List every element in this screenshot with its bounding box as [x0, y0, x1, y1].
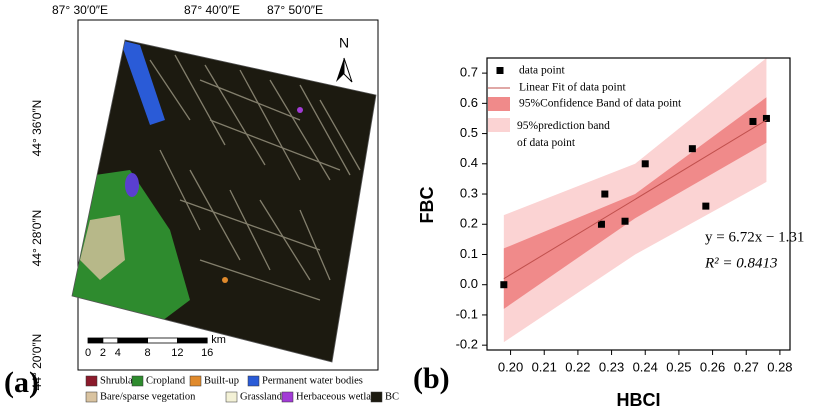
- map-legend-label: Shrubland: [100, 375, 144, 386]
- annotation: R² = 0.8413: [704, 255, 778, 271]
- map-legend-label: Built-up: [204, 375, 239, 386]
- chart-panel: (b) 0.20 0.21 0.22 0.23 0.24 0.25 0.26 0.27 0.28 -…: [413, 57, 804, 410]
- scale-label: 0: [85, 347, 91, 359]
- legend-label: Linear Fit of data point: [519, 82, 626, 94]
- map-legend-label: Grassland: [240, 391, 283, 402]
- plot-frame: [486, 57, 791, 351]
- lon-label: 87° 30′0″E: [52, 3, 108, 17]
- scale-label: 4: [115, 347, 121, 359]
- lon-label: 87° 50′0″E: [267, 3, 323, 17]
- panel-label: (b): [413, 362, 450, 395]
- data-point: [749, 117, 757, 125]
- y-tick-label: -0.1: [456, 306, 478, 321]
- annotation: y = 6.72x − 1.31: [705, 229, 804, 245]
- scale-label: 16: [201, 347, 213, 359]
- scale-label: 12: [171, 347, 183, 359]
- data-point: [597, 220, 605, 228]
- fit-line: [503, 119, 767, 280]
- map-image: [72, 40, 376, 362]
- map-legend-swatch: [370, 391, 383, 403]
- data-point: [688, 145, 696, 153]
- scale-label: 8: [145, 347, 151, 359]
- data-point: [702, 202, 710, 210]
- map-legend-swatch: [131, 375, 144, 387]
- band: [503, 97, 767, 309]
- x-tick-label: 0.22: [565, 359, 590, 374]
- map-legend-swatch: [247, 375, 260, 387]
- x-tick-label: 0.23: [599, 359, 624, 374]
- map-legend-swatch: [189, 375, 202, 387]
- y-tick-label: 0.3: [460, 185, 478, 200]
- map-legend-label: BC: [385, 391, 399, 402]
- map-legend-label: Herbaceous wetland: [296, 391, 382, 402]
- data-point: [762, 114, 770, 122]
- y-tick-label: -0.2: [456, 337, 478, 352]
- y-tick-label: 0.4: [460, 155, 478, 170]
- y-axis-label: FBC: [417, 187, 437, 224]
- map-legend-swatch: [85, 375, 98, 387]
- legend-label: 95%Confidence Band of data point: [519, 98, 682, 110]
- north-arrow: [336, 57, 353, 83]
- x-tick-label: 0.21: [532, 359, 557, 374]
- map-legend-swatch: [281, 391, 294, 403]
- legend-swatch: [488, 118, 510, 132]
- map-legend-label: Permanent water bodies: [262, 375, 363, 386]
- legend-label: 95%prediction band of data point: [517, 120, 610, 149]
- scale-segment: [117, 337, 149, 344]
- y-tick-label: 0.7: [460, 65, 478, 80]
- x-tick-label: 0.24: [633, 359, 658, 374]
- scale-segment: [102, 337, 119, 344]
- scale-label: 2: [100, 347, 106, 359]
- scale-segment: [87, 337, 104, 344]
- y-tick-label: 0.2: [460, 216, 478, 231]
- legend-label: data point: [519, 65, 565, 77]
- legend-label-box: 95%prediction band of data point: [517, 120, 610, 149]
- scale-segment: [176, 337, 208, 344]
- legend-marker: [496, 67, 504, 74]
- scale-unit: km: [211, 334, 226, 346]
- lat-label: 44° 28′0″N: [30, 210, 44, 267]
- scale-segment: [147, 337, 178, 344]
- x-axis-label: HBCI: [617, 390, 661, 410]
- x-tick-label: 0.28: [767, 359, 792, 374]
- map-legend-swatch: [85, 391, 98, 403]
- data-point: [641, 160, 649, 168]
- x-tick-label: 0.20: [498, 359, 523, 374]
- data-point: [621, 217, 629, 225]
- lon-label: 87° 40′0″E: [184, 3, 240, 17]
- data-point: [500, 281, 508, 289]
- y-tick-label: 0.0: [460, 276, 478, 291]
- north-label: N: [339, 35, 349, 51]
- map-legend-label: Cropland: [146, 375, 186, 386]
- y-tick-label: 0.5: [460, 125, 478, 140]
- y-tick-label: 0.6: [460, 95, 478, 110]
- panel-label: (a): [4, 366, 39, 399]
- map-legend-swatch: [225, 391, 238, 403]
- legend-swatch: [488, 97, 510, 111]
- data-point: [601, 190, 609, 198]
- y-tick-label: 0.1: [460, 246, 478, 261]
- x-tick-label: 0.25: [666, 359, 691, 374]
- x-tick-label: 0.26: [700, 359, 725, 374]
- map-legend-label: Bare/sparse vegetation: [100, 391, 196, 402]
- x-tick-label: 0.27: [734, 359, 759, 374]
- lat-label: 44° 20′0″N: [30, 334, 44, 391]
- lat-label: 44° 36′0″N: [30, 100, 44, 157]
